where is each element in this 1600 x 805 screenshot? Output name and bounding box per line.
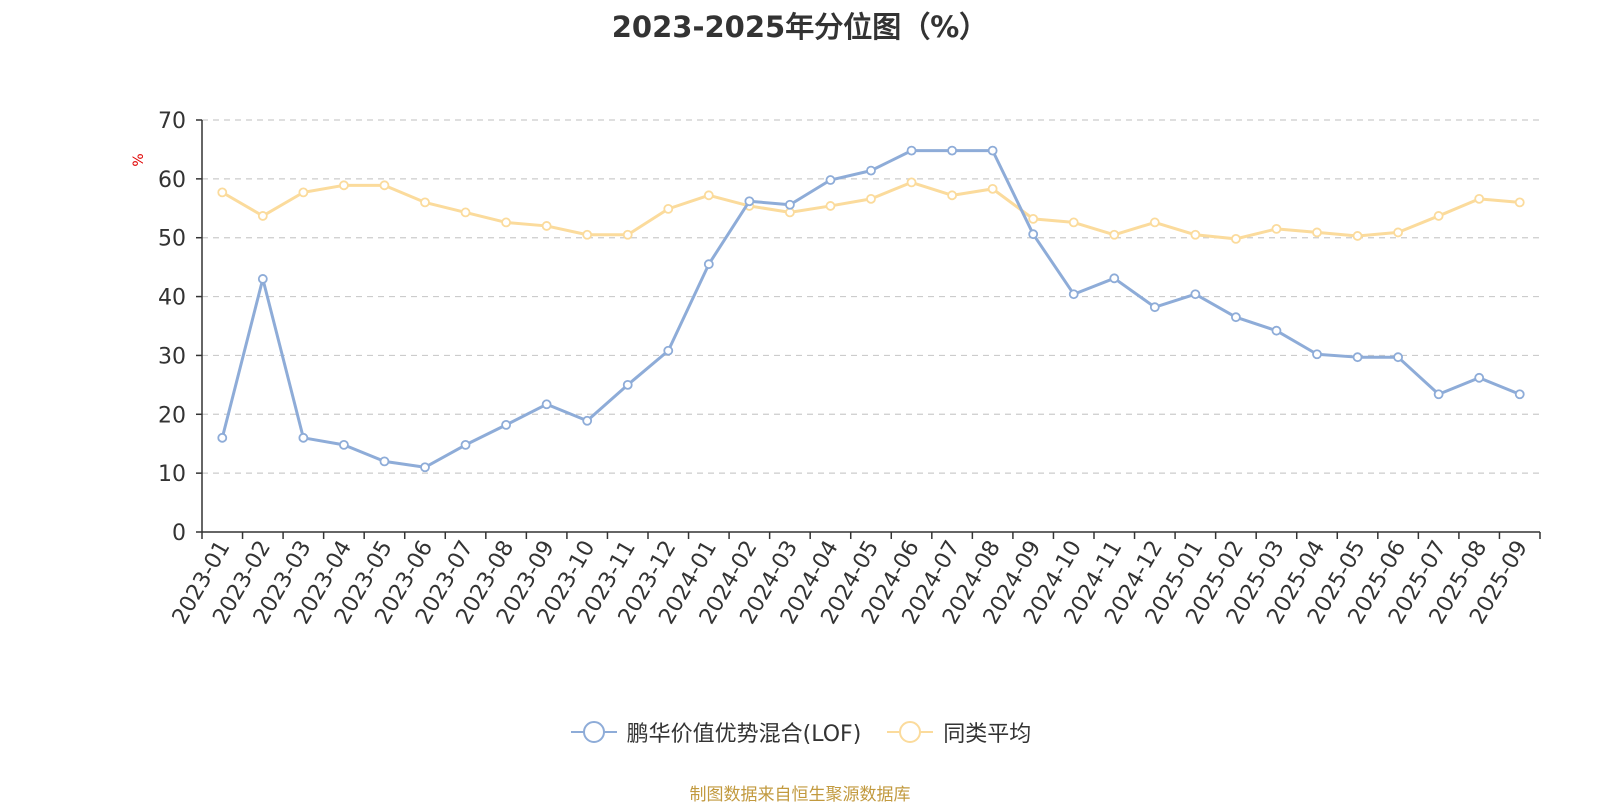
data-point[interactable] (825, 201, 836, 211)
data-point[interactable] (541, 399, 552, 410)
data-point[interactable] (420, 462, 430, 473)
data-point[interactable] (420, 197, 430, 208)
data-point[interactable] (1271, 325, 1282, 336)
data-point[interactable] (1271, 223, 1282, 234)
data-point[interactable] (663, 203, 674, 214)
series-layer (217, 145, 1525, 473)
y-tick-label: 0 (172, 521, 186, 546)
legend-item-peer-average[interactable]: 同类平均 (885, 716, 1031, 748)
data-point[interactable] (460, 207, 471, 218)
data-point[interactable] (379, 456, 390, 467)
data-point[interactable] (987, 183, 998, 194)
data-point[interactable] (501, 419, 511, 430)
data-point[interactable] (906, 177, 917, 188)
data-point[interactable] (1028, 213, 1039, 224)
data-point[interactable] (1028, 229, 1039, 240)
data-point[interactable] (1433, 211, 1444, 221)
data-point[interactable] (298, 187, 309, 198)
data-point[interactable] (906, 145, 917, 156)
chart-title: 2023-2025年分位图（%） (611, 10, 989, 44)
data-point[interactable] (1352, 352, 1363, 363)
legend-swatch-fund (570, 721, 617, 743)
data-point[interactable] (785, 199, 795, 210)
data-point[interactable] (1433, 389, 1444, 400)
y-tick-label: 70 (158, 109, 186, 134)
data-point[interactable] (217, 187, 228, 198)
legend: 鹏华价值优势混合(LOF) 同类平均 (0, 716, 1600, 748)
source-note: 制图数据来自恒生聚源数据库 (689, 785, 911, 805)
series-line (221, 180, 1520, 241)
gridlines (202, 119, 1540, 474)
data-point[interactable] (298, 432, 309, 443)
data-point[interactable] (379, 180, 390, 191)
data-point[interactable] (866, 193, 876, 204)
data-point[interactable] (1068, 289, 1079, 300)
legend-label-peer-average: 同类平均 (943, 722, 1032, 747)
data-point[interactable] (501, 217, 511, 228)
data-point[interactable] (339, 180, 349, 191)
legend-item-fund[interactable]: 鹏华价值优势混合(LOF) (569, 716, 862, 748)
data-point[interactable] (947, 145, 957, 156)
legend-label-fund: 鹏华价值优势混合(LOF) (626, 722, 862, 747)
data-point[interactable] (582, 415, 593, 426)
series-0 (217, 145, 1525, 473)
data-point[interactable] (582, 229, 593, 240)
data-point[interactable] (947, 190, 957, 201)
y-tick-label: 60 (158, 168, 186, 193)
data-point[interactable] (1109, 273, 1120, 284)
data-point[interactable] (1190, 229, 1201, 240)
data-point[interactable] (622, 229, 633, 240)
data-point[interactable] (1109, 229, 1120, 240)
data-point[interactable] (825, 175, 836, 185)
y-tick-label: 10 (158, 462, 186, 487)
data-point[interactable] (1231, 312, 1241, 323)
y-tick-label: 30 (158, 344, 186, 369)
y-tick-label: 40 (158, 286, 186, 311)
data-point[interactable] (1231, 233, 1241, 244)
data-point[interactable] (663, 345, 674, 356)
data-point[interactable] (1393, 352, 1403, 363)
data-point[interactable] (1149, 217, 1160, 228)
data-point[interactable] (1514, 197, 1525, 208)
data-point[interactable] (217, 432, 228, 443)
data-point[interactable] (744, 196, 755, 207)
data-point[interactable] (1312, 349, 1322, 360)
y-axis-label: % (131, 153, 147, 166)
series-1 (217, 177, 1525, 244)
y-tick-label: 50 (158, 227, 186, 252)
data-point[interactable] (1149, 302, 1160, 313)
axes: 0102030405060702023-012023-022023-032023… (158, 109, 1541, 629)
data-point[interactable] (987, 145, 998, 156)
data-point[interactable] (866, 165, 876, 176)
data-point[interactable] (257, 274, 268, 284)
data-point[interactable] (1190, 289, 1201, 300)
data-point[interactable] (1474, 372, 1485, 383)
data-point[interactable] (1068, 217, 1079, 228)
data-point[interactable] (257, 211, 268, 221)
data-point[interactable] (541, 221, 552, 231)
data-point[interactable] (703, 259, 714, 270)
data-point[interactable] (1474, 193, 1485, 204)
data-point[interactable] (1352, 231, 1363, 241)
y-tick-label: 20 (158, 403, 186, 428)
data-point[interactable] (339, 439, 349, 450)
data-point[interactable] (1514, 389, 1525, 400)
legend-swatch-peer-average (887, 721, 934, 743)
data-point[interactable] (622, 379, 633, 390)
data-point[interactable] (703, 190, 714, 201)
data-point[interactable] (1312, 227, 1322, 238)
data-point[interactable] (1393, 227, 1403, 238)
data-point[interactable] (460, 439, 471, 450)
